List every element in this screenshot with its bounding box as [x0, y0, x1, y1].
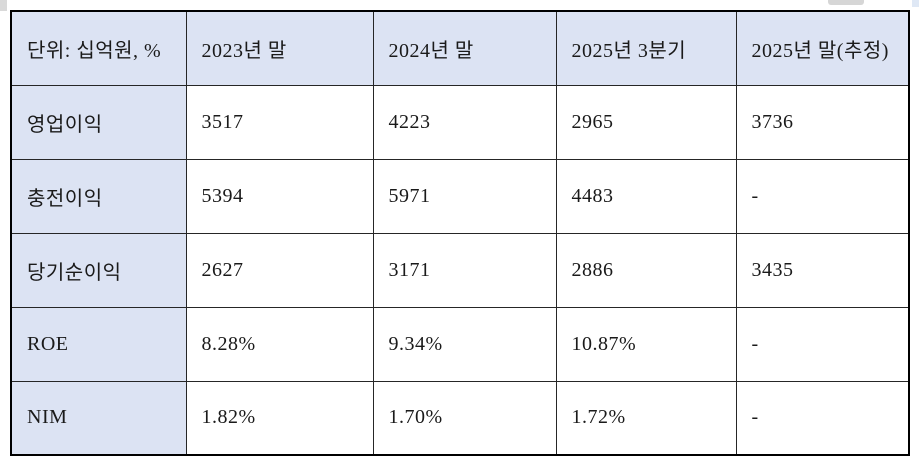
unit-label-cell: 단위: 십억원, %	[10, 10, 187, 86]
table-row-roe: ROE 8.28% 9.34% 10.87% -	[10, 306, 910, 382]
row-label: NIM	[10, 380, 187, 456]
background-fragment-left	[0, 0, 7, 11]
table-cell: 8.28%	[185, 306, 374, 382]
table-cell: 4223	[372, 84, 557, 160]
table-cell: 2965	[555, 84, 737, 160]
table-cell: 1.72%	[555, 380, 737, 456]
column-header-2025q3: 2025년 3분기	[555, 10, 737, 86]
table-row-net-income: 당기순이익 2627 3171 2886 3435	[10, 232, 910, 308]
column-header-2024: 2024년 말	[372, 10, 557, 86]
background-fragment-corner	[912, 0, 919, 7]
table-cell: 2627	[185, 232, 374, 308]
table-row-operating-profit: 영업이익 3517 4223 2965 3736	[10, 84, 910, 160]
table-row-nim: NIM 1.82% 1.70% 1.72% -	[10, 380, 910, 456]
column-header-2023: 2023년 말	[185, 10, 374, 86]
table-cell: 1.70%	[372, 380, 557, 456]
table-cell: 1.82%	[185, 380, 374, 456]
row-label: ROE	[10, 306, 187, 382]
table-cell: 3171	[372, 232, 557, 308]
table-cell: 2886	[555, 232, 737, 308]
table-cell: 3517	[185, 84, 374, 160]
table-cell: -	[735, 306, 910, 382]
table-cell: 4483	[555, 158, 737, 234]
financial-summary-table: 단위: 십억원, % 2023년 말 2024년 말 2025년 3분기 202…	[10, 10, 910, 456]
table-cell: 9.34%	[372, 306, 557, 382]
table-cell: 3435	[735, 232, 910, 308]
background-fragment-top	[828, 0, 864, 5]
table-cell: -	[735, 158, 910, 234]
row-label: 충전이익	[10, 158, 187, 234]
header-row: 단위: 십억원, % 2023년 말 2024년 말 2025년 3분기 202…	[10, 10, 910, 86]
row-label: 영업이익	[10, 84, 187, 160]
column-header-2025e: 2025년 말(추정)	[735, 10, 910, 86]
table-cell: 5394	[185, 158, 374, 234]
row-label: 당기순이익	[10, 232, 187, 308]
table-cell: 10.87%	[555, 306, 737, 382]
table-cell: -	[735, 380, 910, 456]
table-row-preprovision-profit: 충전이익 5394 5971 4483 -	[10, 158, 910, 234]
table-cell: 3736	[735, 84, 910, 160]
table-cell: 5971	[372, 158, 557, 234]
